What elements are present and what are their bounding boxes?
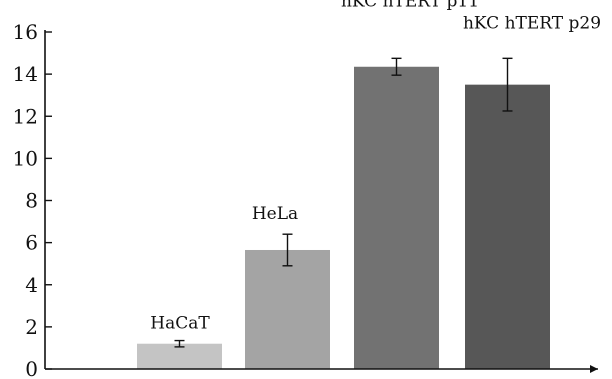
bar-label: HaCaT [150, 314, 210, 334]
bar [137, 343, 222, 369]
y-tick-label: 8 [25, 189, 38, 213]
bar-label: hKC hTERT p11 [341, 0, 479, 11]
bar-labels: HaCaT HeLa hKC hTERT p11 hKC hTERT p29 [150, 0, 601, 334]
y-tick-label: 12 [13, 104, 38, 128]
bar [245, 249, 330, 369]
y-tick-label: 6 [25, 231, 38, 255]
y-tick-label: 0 [25, 357, 38, 379]
bar-label: hKC hTERT p29 [463, 13, 601, 33]
error-bars [174, 57, 513, 348]
y-tick-label: 14 [13, 62, 38, 86]
x-axis-arrow-icon [590, 365, 598, 373]
bar [465, 84, 550, 369]
y-tick-label: 2 [25, 315, 38, 339]
y-tick-label: 4 [25, 273, 38, 297]
bars [137, 66, 550, 370]
y-tick-label: 16 [13, 20, 38, 44]
y-axis-ticks: 0 2 4 6 8 10 12 14 16 [13, 20, 52, 379]
bar [354, 66, 439, 370]
y-tick-label: 10 [13, 146, 38, 170]
bar-label: HeLa [252, 204, 298, 224]
